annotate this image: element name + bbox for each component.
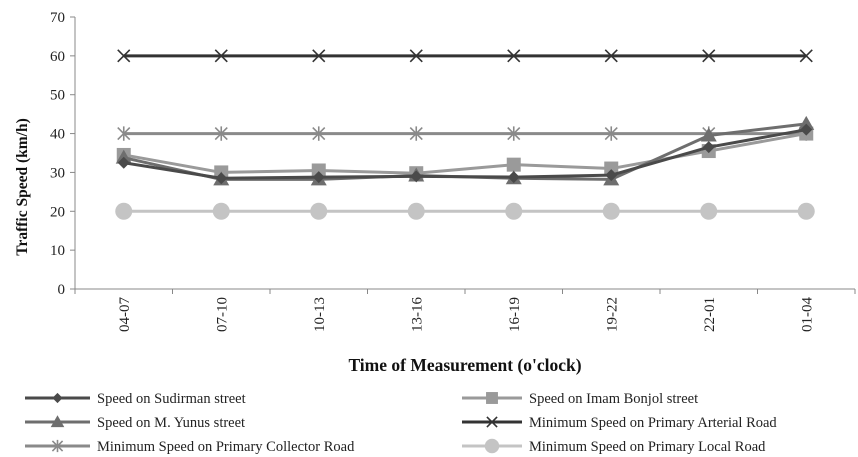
legend-swatch-marker <box>484 438 500 454</box>
data-point <box>214 49 228 63</box>
x-tick-label: 10-13 <box>312 297 328 332</box>
y-tick-label: 10 <box>50 243 65 259</box>
series-1 <box>117 123 813 185</box>
data-point <box>117 126 131 141</box>
x-tick-label: 07-10 <box>214 297 230 332</box>
data-point <box>117 49 131 63</box>
x-tick-label: 13-16 <box>409 297 425 332</box>
legend-label: Minimum Speed on Primary Local Road <box>529 439 766 455</box>
data-point <box>797 202 815 220</box>
data-point <box>115 149 132 164</box>
series-line <box>123 132 807 175</box>
data-point <box>505 202 523 220</box>
y-tick-label: 20 <box>50 204 65 220</box>
data-point <box>312 49 326 63</box>
legend-item: Minimum Speed on Primary Collector Road <box>25 439 355 455</box>
data-point <box>507 126 521 141</box>
legend-swatch-marker <box>51 439 64 453</box>
legend: Speed on Sudirman street Speed on Imam Bo… <box>25 391 777 455</box>
y-axis-ticks: 0 10 20 30 40 50 60 70 <box>50 10 75 298</box>
data-point <box>604 126 618 141</box>
data-point <box>312 126 326 141</box>
legend-swatch-marker <box>486 416 498 428</box>
x-tick-label: 04-07 <box>117 297 133 332</box>
series-6 <box>115 202 815 220</box>
x-tick-label: 01-04 <box>799 297 815 332</box>
y-axis-title: Traffic Speed (km/h) <box>14 118 31 255</box>
y-tick-label: 70 <box>50 10 65 26</box>
x-axis-ticks: 04-07 07-10 10-13 13-16 16-19 19-22 22-01 01-04 <box>74 289 856 332</box>
data-point <box>311 163 326 178</box>
legend-item: Minimum Speed on Primary Arterial Road <box>462 415 777 431</box>
series-line <box>123 128 807 180</box>
data-point <box>212 202 230 220</box>
data-point <box>702 49 716 63</box>
data-point <box>117 156 130 169</box>
y-tick-label: 50 <box>50 88 65 104</box>
data-point <box>410 170 423 183</box>
legend-label: Minimum Speed on Primary Arterial Road <box>529 415 777 431</box>
data-point <box>800 123 813 136</box>
data-point <box>507 171 520 184</box>
legend-item: Minimum Speed on Primary Local Road <box>462 438 766 455</box>
legend-item: Speed on Imam Bonjol street <box>462 391 698 407</box>
y-tick-label: 40 <box>50 127 65 143</box>
y-tick-label: 30 <box>50 165 65 181</box>
data-point <box>702 141 715 154</box>
legend-label: Minimum Speed on Primary Collector Road <box>97 439 355 455</box>
data-point <box>605 169 618 182</box>
data-point <box>409 49 423 63</box>
data-point <box>602 202 620 220</box>
data-point <box>798 115 815 130</box>
data-point <box>215 172 228 185</box>
data-point <box>700 127 717 142</box>
data-point <box>604 161 619 176</box>
legend-item: Speed on Sudirman street <box>25 391 246 407</box>
legend-swatch-marker <box>52 392 63 404</box>
data-point <box>507 49 521 63</box>
series-layer <box>115 49 815 220</box>
legend-item: Speed on M. Yunus street <box>25 415 245 431</box>
y-tick-label: 60 <box>50 49 65 65</box>
x-tick-label: 16-19 <box>507 297 523 332</box>
data-point <box>700 202 718 220</box>
data-point <box>409 126 423 141</box>
data-point <box>310 202 328 220</box>
x-tick-label: 19-22 <box>604 297 620 332</box>
legend-label: Speed on M. Yunus street <box>97 415 245 431</box>
data-point <box>604 49 618 63</box>
x-tick-label: 22-01 <box>702 297 718 332</box>
data-point <box>407 202 425 220</box>
y-tick-label: 0 <box>58 282 66 298</box>
data-point <box>312 171 325 184</box>
legend-label: Speed on Sudirman street <box>97 391 246 407</box>
x-axis-title: Time of Measurement (o'clock) <box>348 355 581 375</box>
series-5 <box>117 126 813 141</box>
data-point <box>115 202 133 220</box>
data-point <box>799 49 813 63</box>
data-point <box>214 126 228 141</box>
data-point <box>506 157 521 172</box>
legend-swatch-marker <box>486 392 498 404</box>
legend-label: Speed on Imam Bonjol street <box>529 391 698 407</box>
legend-swatch-marker <box>50 415 65 428</box>
series-4 <box>117 49 813 63</box>
